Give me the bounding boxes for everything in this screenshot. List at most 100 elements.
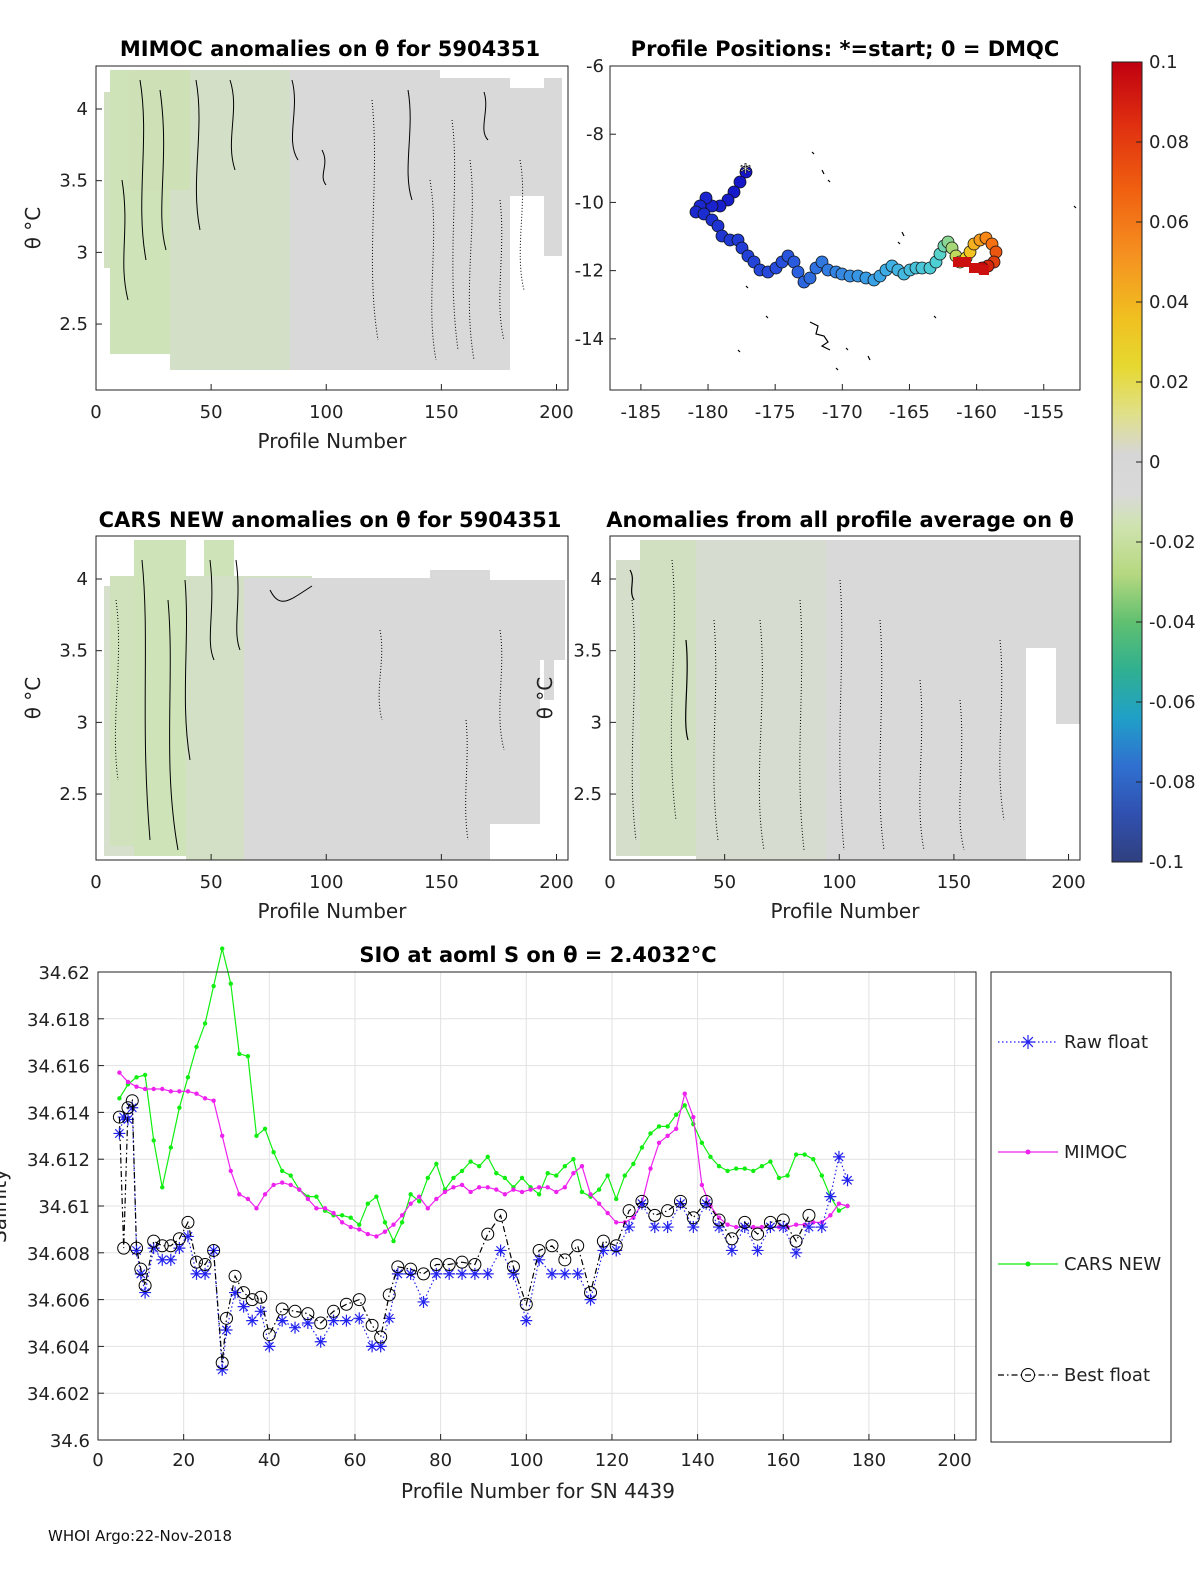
y-tick-label: 2.5 bbox=[573, 784, 602, 805]
x-tick-label: 200 bbox=[1051, 872, 1085, 893]
x-tick-label: -185 bbox=[620, 402, 661, 423]
y-tick-label: 34.604 bbox=[27, 1337, 90, 1358]
data-point-best bbox=[207, 1243, 221, 1257]
data-point-cars bbox=[665, 1124, 670, 1129]
data-point-raw bbox=[790, 1246, 803, 1259]
data-point-mimoc bbox=[365, 1231, 371, 1237]
cars-x-ticks: 0 50 100 150 200 bbox=[90, 854, 574, 893]
data-point-cars bbox=[502, 1175, 508, 1181]
data-point-raw bbox=[751, 1244, 764, 1257]
data-point-best bbox=[172, 1232, 186, 1246]
y-tick-label: 2.5 bbox=[59, 784, 88, 805]
data-point-raw bbox=[246, 1314, 259, 1327]
data-point-raw bbox=[383, 1312, 396, 1325]
data-point-mimoc bbox=[202, 1096, 208, 1101]
data-point-cars bbox=[391, 1238, 396, 1244]
data-point-raw bbox=[147, 1242, 160, 1255]
data-point-best bbox=[519, 1297, 533, 1311]
colorbar: 0.1 0.08 0.06 0.04 0.02 0 -0.02 -0.04 -0.06 -0.08… bbox=[1111, 52, 1196, 873]
data-point-mimoc bbox=[476, 1185, 482, 1190]
x-tick-label: 180 bbox=[852, 1450, 886, 1471]
data-point-mimoc bbox=[168, 1089, 174, 1094]
data-point-cars bbox=[339, 1213, 345, 1218]
mimoc-dotted-contours bbox=[371, 99, 525, 361]
dmqc-marker bbox=[961, 257, 971, 267]
x-tick-label: 150 bbox=[937, 872, 971, 893]
y-tick-label: 34.614 bbox=[27, 1103, 90, 1124]
x-tick-label: 200 bbox=[539, 402, 573, 423]
data-point-cars bbox=[554, 1173, 559, 1178]
data-point-best bbox=[738, 1215, 752, 1229]
y-tick-label: 34.608 bbox=[27, 1244, 90, 1265]
data-point-mimoc bbox=[288, 1182, 293, 1188]
x-tick-label: 100 bbox=[309, 402, 343, 423]
data-point-best bbox=[138, 1279, 152, 1293]
data-point-cars bbox=[682, 1103, 687, 1108]
data-point-raw bbox=[353, 1312, 366, 1325]
data-point-best bbox=[121, 1101, 135, 1115]
mimoc-xlabel: Profile Number bbox=[258, 429, 408, 453]
data-point-mimoc bbox=[254, 1206, 259, 1211]
data-point-best bbox=[596, 1234, 610, 1248]
data-point-raw bbox=[610, 1244, 623, 1257]
data-point-raw bbox=[635, 1197, 648, 1210]
float-track: * bbox=[689, 161, 1003, 289]
data-point-raw bbox=[199, 1267, 212, 1280]
data-point-cars bbox=[742, 1166, 747, 1171]
y-tick-label: 3.5 bbox=[59, 171, 88, 192]
data-point-raw bbox=[687, 1221, 700, 1234]
data-point-raw bbox=[468, 1267, 481, 1280]
legend-item-cars: CARS NEW bbox=[998, 1254, 1161, 1275]
data-point-mimoc bbox=[468, 1189, 473, 1195]
data-point-mimoc bbox=[793, 1222, 799, 1227]
profile-position-marker bbox=[791, 265, 805, 279]
x-tick-label: 100 bbox=[309, 872, 343, 893]
x-tick-label: -170 bbox=[822, 402, 863, 423]
y-tick-label: 34.612 bbox=[27, 1150, 90, 1171]
data-point-raw bbox=[674, 1197, 687, 1210]
data-point-best bbox=[712, 1213, 726, 1227]
legend-label: Best float bbox=[1064, 1365, 1150, 1386]
x-tick-label: 150 bbox=[424, 402, 458, 423]
data-point-mimoc bbox=[545, 1185, 550, 1190]
data-point-cars bbox=[220, 946, 225, 951]
mimoc-panel: MIMOC anomalies on θ for 5904351 0 50 100 1… bbox=[21, 37, 574, 453]
data-point-mimoc bbox=[331, 1210, 336, 1216]
cars-xlabel: Profile Number bbox=[258, 899, 408, 923]
data-point-mimoc bbox=[682, 1091, 687, 1096]
legend-marker bbox=[1021, 1368, 1035, 1382]
data-point-best bbox=[571, 1239, 585, 1253]
data-point-raw bbox=[713, 1221, 726, 1234]
cars-y-ticks: 4 3.5 3 2.5 bbox=[59, 569, 102, 805]
cars-title: CARS NEW anomalies on θ for 5904351 bbox=[99, 508, 562, 532]
data-point-best bbox=[532, 1243, 546, 1257]
data-point-raw bbox=[623, 1221, 636, 1234]
x-tick-label: 150 bbox=[424, 872, 458, 893]
data-point-mimoc bbox=[134, 1084, 139, 1089]
data-point-best bbox=[686, 1211, 700, 1225]
data-point-mimoc bbox=[408, 1201, 413, 1206]
data-point-cars bbox=[117, 1096, 122, 1101]
data-point-raw bbox=[164, 1253, 177, 1266]
data-point-best bbox=[802, 1208, 816, 1222]
data-point-cars bbox=[185, 1075, 191, 1080]
data-point-raw bbox=[173, 1242, 186, 1255]
data-point-mimoc bbox=[279, 1180, 285, 1185]
data-point-cars bbox=[245, 1054, 251, 1059]
data-point-cars bbox=[562, 1164, 568, 1169]
data-point-mimoc bbox=[185, 1089, 191, 1094]
data-point-best bbox=[190, 1255, 204, 1269]
data-point-cars bbox=[639, 1145, 645, 1150]
data-point-mimoc bbox=[314, 1206, 319, 1211]
series-raw bbox=[113, 1101, 854, 1376]
mimoc-contours bbox=[121, 79, 489, 301]
mimoc-title: MIMOC anomalies on θ for 5904351 bbox=[120, 37, 540, 61]
data-point-raw bbox=[661, 1221, 674, 1234]
data-point-raw bbox=[117, 1111, 130, 1124]
data-point-best bbox=[254, 1290, 268, 1304]
data-point-cars bbox=[751, 1168, 756, 1174]
data-point-mimoc bbox=[434, 1196, 439, 1202]
data-point-best bbox=[262, 1328, 276, 1342]
x-tick-label: 200 bbox=[539, 872, 573, 893]
x-tick-label: -180 bbox=[688, 402, 729, 423]
